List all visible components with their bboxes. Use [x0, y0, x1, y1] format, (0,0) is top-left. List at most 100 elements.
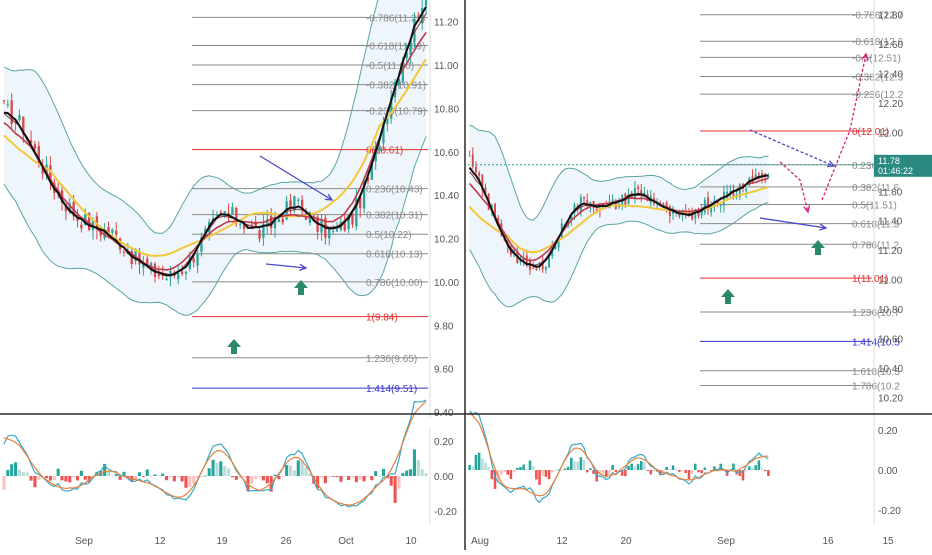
- macd-histogram-bar: [350, 476, 355, 478]
- macd-histogram-bar: [137, 472, 142, 476]
- macd-histogram-bar: [627, 465, 630, 470]
- fib-level-label: 1(9.84): [366, 313, 398, 324]
- macd-histogram-bar: [87, 476, 91, 483]
- fib-level-label: 1.618(10.3: [852, 367, 900, 378]
- price-black-line: [468, 167, 769, 268]
- candle-body: [697, 212, 700, 216]
- last-price-label: 11.78: [878, 156, 900, 166]
- macd-histogram-bar: [706, 469, 710, 471]
- price-tick-label: 11.60: [878, 187, 903, 198]
- candle-body: [254, 221, 257, 227]
- fib-level-label: -0.618(11.09): [366, 42, 425, 53]
- price-tick-label: 10.80: [878, 305, 903, 316]
- macd-histogram-bar: [172, 476, 176, 482]
- macd-histogram-bar: [420, 469, 424, 476]
- candle-body: [134, 248, 137, 262]
- macd-histogram-bar: [681, 470, 684, 471]
- fib-level-label: -0.5(12.51): [852, 53, 901, 64]
- candle-body: [258, 230, 261, 239]
- fib-level-label: 0.618(11.3: [852, 220, 900, 231]
- macd-histogram-bar: [6, 469, 10, 476]
- candle-body: [33, 144, 37, 149]
- fib-level-label: 0.382(10.31): [366, 211, 423, 222]
- macd-histogram-bar: [760, 468, 764, 470]
- candle-body: [10, 100, 13, 125]
- ema-red-line: [3, 32, 427, 271]
- macd-histogram-bar: [215, 462, 219, 476]
- x-tick-label: Oct: [338, 536, 354, 547]
- up-arrow-icon: [294, 280, 308, 295]
- candle-body: [767, 176, 770, 178]
- macd-histogram-bar: [468, 464, 471, 470]
- macd-histogram-bar: [509, 470, 513, 479]
- macd-histogram-bar: [370, 476, 374, 481]
- macd-histogram-bar: [636, 464, 640, 470]
- candle-body: [633, 188, 636, 199]
- candle-body: [37, 145, 40, 165]
- fib-level-label: -0.786(11.22): [366, 13, 425, 24]
- candle-body: [146, 258, 149, 267]
- candle-body: [262, 223, 265, 238]
- candle-body: [370, 164, 374, 180]
- macd-histogram-bar: [234, 476, 238, 480]
- candle-body: [757, 173, 760, 175]
- macd-histogram-bar: [477, 452, 481, 470]
- candle-body: [397, 78, 401, 86]
- fib-level-label: -0.382(12.3: [852, 73, 904, 84]
- candle-body: [149, 263, 153, 268]
- candle-body: [277, 219, 281, 222]
- candle-body: [719, 204, 722, 206]
- macd-histogram-bar: [230, 476, 234, 478]
- macd-histogram-bar: [563, 468, 567, 470]
- macd-histogram-bar: [134, 476, 138, 480]
- macd-histogram-bar: [503, 470, 506, 472]
- macd-histogram-bar: [52, 476, 56, 481]
- candle-body: [378, 145, 381, 151]
- candle-body: [200, 237, 203, 252]
- macd-histogram-bar: [474, 455, 478, 470]
- macd-histogram-bar: [165, 476, 169, 481]
- fib-level-label: 0.618(10.13): [366, 250, 423, 261]
- candle-body: [548, 257, 551, 268]
- macd-histogram-bar: [242, 476, 246, 477]
- price-tick-label: 10.40: [878, 364, 903, 375]
- candle-body: [300, 199, 304, 208]
- macd-histogram-bar: [254, 476, 258, 480]
- candle-body: [409, 39, 412, 55]
- fib-level-label: 0(12.01): [852, 127, 889, 138]
- macd-histogram-bar: [331, 476, 335, 477]
- fib-level-label: 1.236(9.65): [366, 354, 417, 365]
- macd-histogram-bar: [180, 476, 184, 482]
- macd-histogram-bar: [674, 469, 678, 471]
- macd-histogram-bar: [14, 462, 18, 476]
- fib-level-label: 0.5(10.22): [366, 230, 412, 241]
- macd-histogram-bar: [292, 470, 296, 476]
- sma-yellow-line: [3, 58, 427, 257]
- candle-body: [573, 204, 576, 214]
- candle-body: [532, 267, 535, 269]
- fib-level-label: 1.236(10.7: [852, 308, 900, 319]
- macd-histogram-bar: [573, 461, 576, 470]
- x-tick-label: 19: [216, 536, 228, 547]
- candle-body: [382, 123, 385, 144]
- macd-histogram-bar: [327, 476, 331, 477]
- macd-histogram-bar: [64, 476, 68, 482]
- macd-histogram-bar: [335, 476, 339, 478]
- macd-histogram-bar: [296, 460, 300, 476]
- candle-body: [177, 273, 180, 279]
- macd-histogram-bar: [393, 476, 397, 503]
- bollinger-lower-band: [3, 136, 427, 317]
- macd-histogram-bar: [227, 468, 231, 476]
- candle-body: [103, 229, 106, 239]
- macd-histogram-bar: [389, 476, 393, 486]
- candle-body: [239, 223, 242, 225]
- fib-level-label: 1.414(9.51): [366, 384, 417, 395]
- macd-histogram-bar: [620, 470, 624, 476]
- macd-histogram-bar: [277, 476, 281, 480]
- macd-tick-label: 0.00: [878, 466, 898, 477]
- macd-histogram-bar: [21, 472, 25, 476]
- up-arrow-icon: [811, 240, 825, 255]
- candle-body: [142, 262, 145, 268]
